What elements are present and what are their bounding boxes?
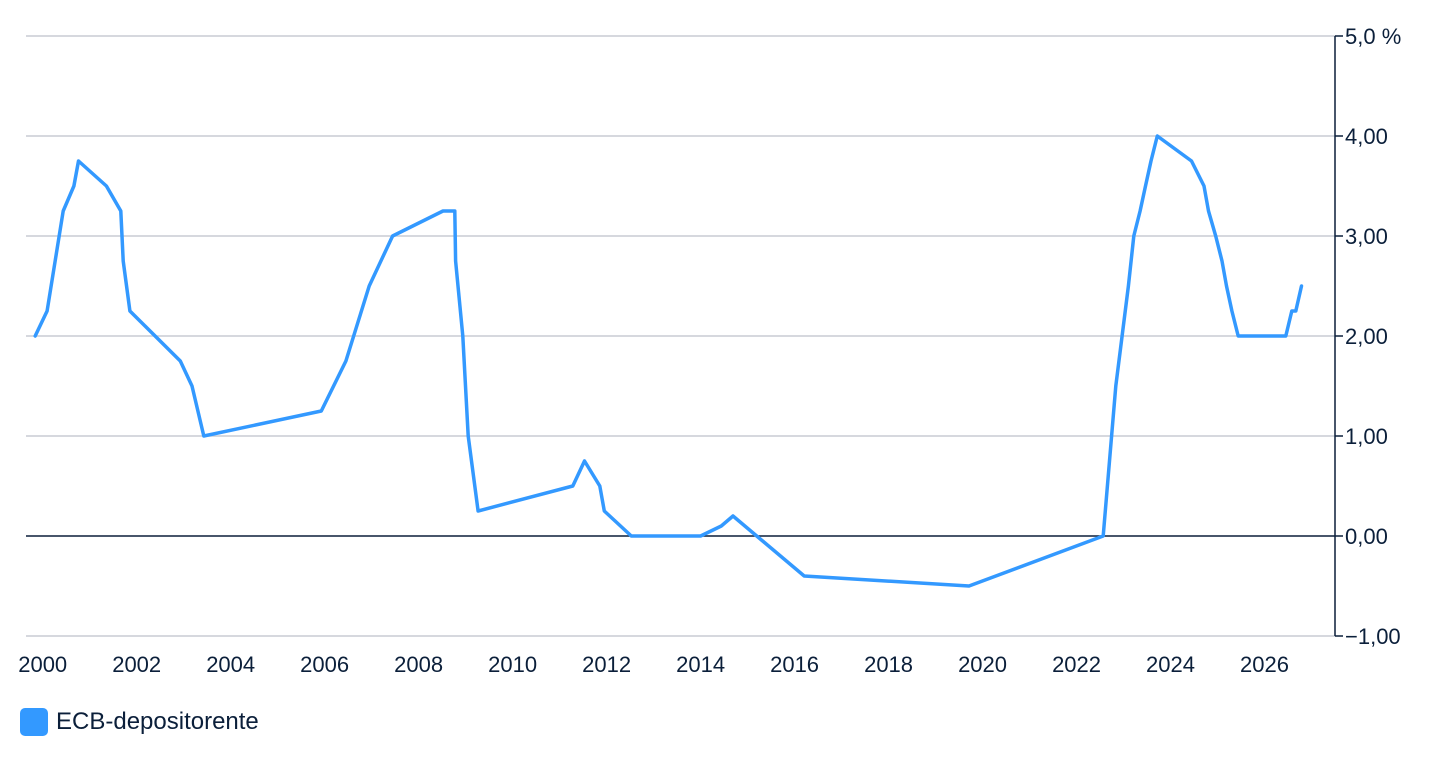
x-tick-label: 2006 [300, 652, 349, 677]
x-tick-labels: 2000 2002 2004 2006 2008 2010 2012 2014 2016 2018… [18, 652, 1289, 677]
x-tick-label: 2000 [18, 652, 67, 677]
y-tick-label: 0,00 [1345, 524, 1388, 549]
x-tick-label: 2026 [1240, 652, 1289, 677]
series-lines [33, 134, 1304, 588]
x-tick-label: 2018 [864, 652, 913, 677]
legend: ECB-depositorente [20, 708, 259, 736]
x-tick-label: 2012 [582, 652, 631, 677]
legend-swatch [20, 708, 48, 736]
y-tick-label: 3,00 [1345, 224, 1388, 249]
y-tick-label: 2,00 [1345, 324, 1388, 349]
x-tick-label: 2014 [676, 652, 725, 677]
y-tick-marks [1335, 35, 1343, 637]
y-tick-label: −1,00 [1345, 624, 1401, 649]
y-tick-labels: 5,0 % 4,00 3,00 2,00 1,00 0,00 −1,00 [1345, 24, 1401, 649]
y-tick-label: 4,00 [1345, 124, 1388, 149]
x-tick-label: 2020 [958, 652, 1007, 677]
y-tick-label: 5,0 % [1345, 24, 1401, 49]
x-tick-label: 2004 [206, 652, 255, 677]
legend-label: ECB-depositorente [56, 708, 259, 735]
x-tick-label: 2024 [1146, 652, 1195, 677]
x-tick-label: 2022 [1052, 652, 1101, 677]
x-tick-label: 2008 [394, 652, 443, 677]
y-tick-label: 1,00 [1345, 424, 1388, 449]
x-tick-label: 2016 [770, 652, 819, 677]
series-line [33, 134, 1304, 588]
x-tick-label: 2002 [112, 652, 161, 677]
gridlines [26, 35, 1335, 637]
x-tick-label: 2010 [488, 652, 537, 677]
